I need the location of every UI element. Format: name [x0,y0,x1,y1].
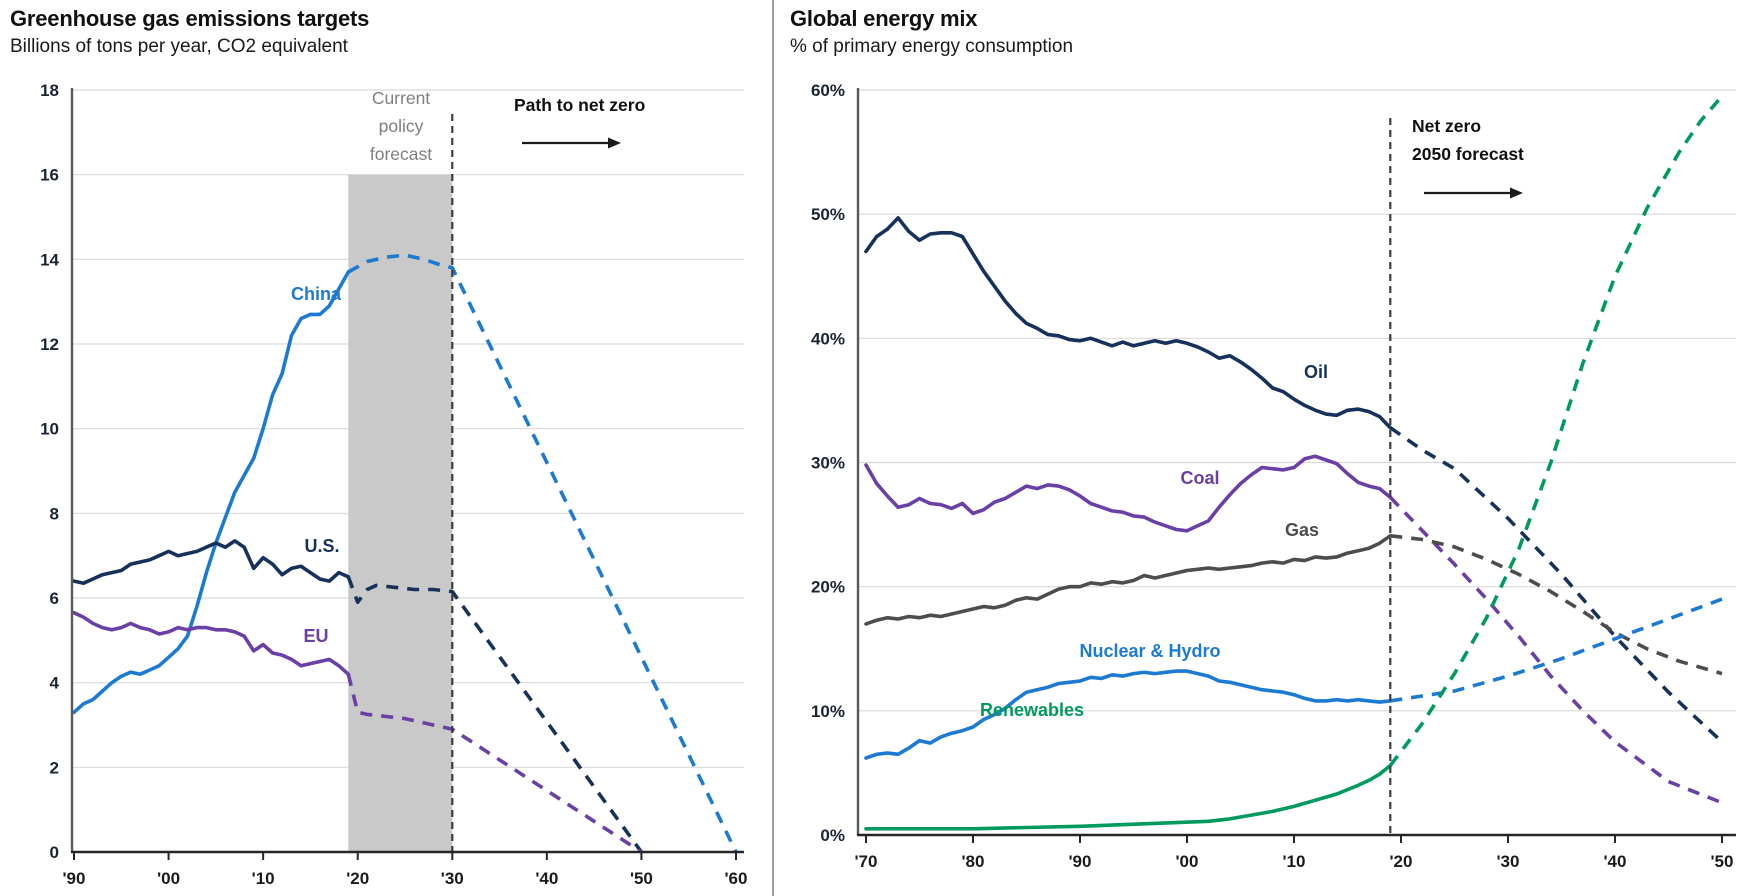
series-oil-forecast-line [1389,426,1724,744]
y-tick-label: 2 [50,758,59,777]
series-oil-line [864,216,1393,430]
series-coal-forecast-line [1389,496,1723,805]
series-coal-line [864,454,1393,533]
x-tick-label: '20 [1390,852,1413,871]
series-china-forecast-line [347,253,738,853]
series-oil-label: Oil [1304,362,1328,382]
y-tick-label: 6 [50,589,59,608]
x-tick-label: '50 [1711,852,1734,871]
series-china-line [72,270,351,715]
y-tick-label: 50% [811,205,845,224]
y-tick-label: 30% [811,454,845,473]
x-tick-label: '40 [1604,852,1627,871]
series-renewables-forecast-line [1388,95,1724,767]
forecast-band [348,174,453,852]
emissions-chart-title: Greenhouse gas emissions targets [10,6,370,31]
series-eu-forecast-line [346,673,643,854]
series-u-s-line [72,539,351,585]
series-u-s-forecast-line [346,576,643,854]
series-nuclear-hydro-line [864,669,1393,760]
annotation-arrowhead-icon [1510,187,1523,199]
y-tick-label: 4 [50,674,60,693]
series-china-label: China [291,284,342,304]
x-tick-label: '40 [535,869,558,888]
x-tick-label: '10 [252,869,275,888]
chart-global-energy-mix: 0% 10% 20% 30% 40% 50% 60% '70 '80 '90 '00 '10 '20 '3… [811,81,1736,871]
emissions-chart-subtitle: Billions of tons per year, CO2 equivalen… [10,36,348,57]
annotation-arrowhead-icon [608,137,621,149]
annotation-text: Net zero [1412,116,1481,136]
emissions-chart-header: Greenhouse gas emissions targets Billion… [10,6,369,58]
x-tick-label: '10 [1283,852,1306,871]
series-u-s-label: U.S. [304,536,339,556]
y-tick-label: 10% [811,702,845,721]
y-tick-label: 12 [40,335,59,354]
x-tick-label: '60 [725,869,748,888]
x-tick-label: '30 [441,869,464,888]
x-tick-label: '00 [157,869,180,888]
y-tick-label: 20% [811,578,845,597]
series-gas-line [864,534,1393,626]
x-tick-label: '20 [346,869,369,888]
y-tick-label: 14 [40,250,59,269]
x-tick-label: '90 [1069,852,1092,871]
energy-mix-chart-header: Global energy mix % of primary energy co… [790,6,1073,58]
series-gas-forecast-line [1390,534,1723,676]
energy-mix-chart-title: Global energy mix [790,6,978,31]
energy-mix-chart-subtitle: % of primary energy consumption [790,36,1074,57]
y-tick-label: 60% [811,81,845,100]
series-nuclear-hydro-forecast-line [1390,597,1723,703]
y-tick-label: 18 [40,81,59,100]
annotation-text: Path to net zero [514,95,645,115]
y-tick-label: 16 [40,166,59,185]
x-tick-label: '00 [1176,852,1199,871]
series-nuclear-hydro-label: Nuclear & Hydro [1079,641,1220,661]
y-tick-label: 10 [40,420,59,439]
series-eu-line [72,611,351,676]
series-gas-label: Gas [1285,520,1319,540]
series-eu-label: EU [303,626,328,646]
annotation-text: forecast [370,144,432,164]
chart-greenhouse-gas-emissions-targets: 0 2 4 6 8 10 12 14 16 18 '90 '00 '10 '20 '30 '40 '50 '60 C… [40,81,747,888]
x-tick-label: '50 [630,869,653,888]
annotation-text: policy [379,116,424,136]
series-coal-label: Coal [1180,468,1219,488]
y-tick-label: 8 [50,504,59,523]
y-tick-label: 0% [820,826,845,845]
x-tick-label: '30 [1497,852,1520,871]
y-tick-label: 40% [811,329,845,348]
panel-divider [772,0,774,896]
x-tick-label: '90 [63,869,86,888]
annotation-text: Current [372,88,430,108]
annotation-text: 2050 forecast [1412,144,1524,164]
series-renewables-label: Renewables [980,700,1084,720]
x-tick-label: '70 [855,852,878,871]
y-tick-label: 0 [50,843,59,862]
series-renewables-line [864,763,1393,831]
x-tick-label: '80 [962,852,985,871]
